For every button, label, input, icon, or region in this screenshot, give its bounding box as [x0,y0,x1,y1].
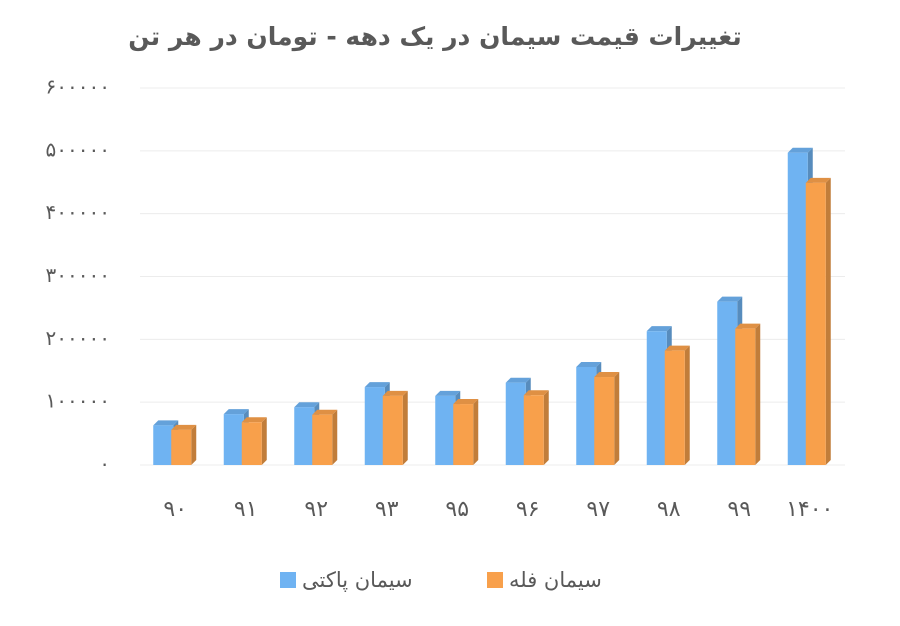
legend-label: سیمان فله [509,568,602,592]
y-tick-label: ۳۰۰۰۰۰ [46,263,110,287]
bar-top [453,399,479,405]
bar-top [435,390,461,396]
x-tick-label: ۹۱ [234,497,258,522]
bar [153,425,174,465]
bar-side [543,390,549,465]
bar-side [614,372,620,465]
bar [717,301,738,465]
bar-top [646,326,672,332]
bar-top [787,147,813,153]
bar-top [171,424,197,430]
bar [805,182,826,465]
bar [241,422,262,465]
y-tick-label: ۲۰۰۰۰۰ [46,326,110,350]
bar-side [332,409,338,465]
bar-top [805,177,831,183]
bar-top [364,382,390,388]
bar-top [294,402,320,408]
chart-title: تغییرات قیمت سیمان در یک دهه - تومان در … [128,22,741,52]
bar [294,407,315,465]
y-tick-label: ۱۰۰۰۰۰ [46,389,110,413]
bar-top [735,323,761,329]
y-tick-label: ۰ [99,452,110,476]
bar-side [191,424,197,465]
y-tick-label: ۶۰۰۰۰۰ [46,75,110,99]
x-tick-label: ۹۲ [304,497,328,522]
x-tick-label: ۹۳ [375,497,399,522]
bar-side [473,399,479,465]
bar [523,395,544,465]
bar [576,366,597,465]
bar [171,429,192,465]
bar-top [312,409,338,415]
bar [312,414,333,465]
y-tick-label: ۵۰۰۰۰۰ [46,137,110,161]
bar [382,395,403,465]
bar-top [523,390,549,396]
bar [594,377,615,465]
bar [453,404,474,465]
y-tick-label: ۴۰۰۰۰۰ [46,200,110,224]
bar [505,382,526,465]
bar-side [261,417,267,465]
bar-top [241,417,267,423]
bar-top [594,372,620,378]
bar-top [505,377,531,383]
bar [735,328,756,465]
x-tick-label: ۹۶ [516,497,540,522]
legend-swatch [487,572,503,588]
bar [223,414,244,465]
bar-side [402,390,408,465]
bar [435,395,456,465]
bar-side [684,345,690,465]
bar [364,387,385,465]
bar-side [755,323,761,465]
x-tick-label: ۹۹ [727,497,751,522]
bar-top [717,296,743,302]
x-tick-label: ۹۸ [657,497,681,522]
bar-top [153,420,179,426]
x-tick-label: ۹۵ [445,497,469,522]
bar-top [664,345,690,351]
legend-swatch [280,572,296,588]
bar [646,331,667,465]
legend-label: سیمان پاکتی [302,568,413,592]
bar-top [576,361,602,367]
bar [664,350,685,465]
x-tick-label: ۹۰ [163,497,187,522]
bar-top [223,409,249,415]
x-tick-label: ۹۷ [586,497,610,522]
bar [787,152,808,466]
x-tick-label: ۱۴۰۰ [786,497,833,522]
bar-top [382,390,408,396]
bar-side [825,177,831,465]
